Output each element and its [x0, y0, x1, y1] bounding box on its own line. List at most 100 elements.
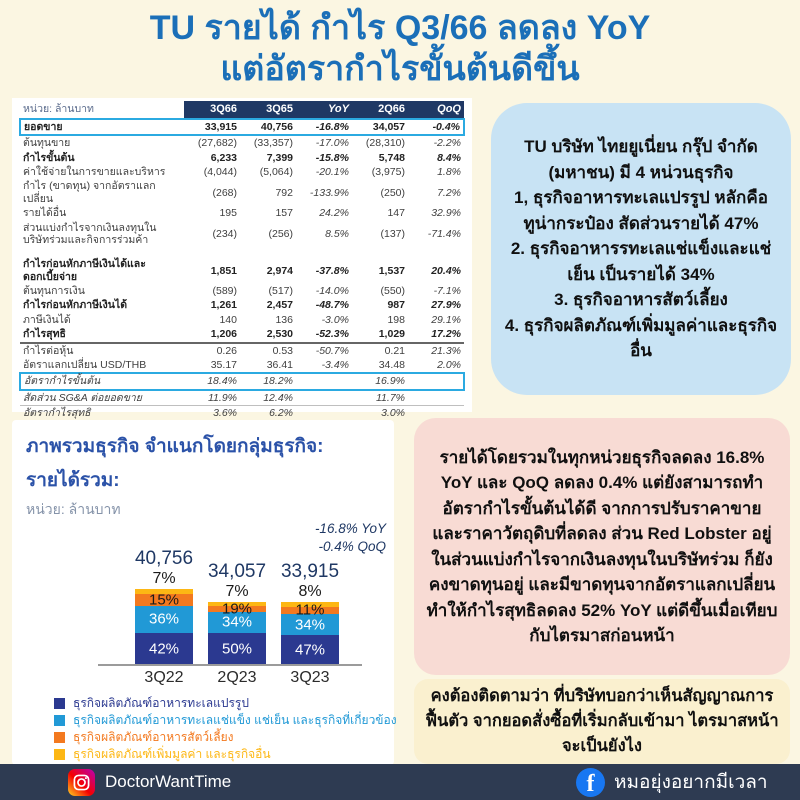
table-cell: 18.2%: [240, 372, 296, 391]
x-axis-tick-label: 2Q23: [217, 669, 257, 686]
table-cell: 6,233: [210, 151, 237, 164]
table-cell: 140: [219, 313, 237, 326]
table-cell: (137): [380, 227, 405, 240]
bar-segment: 47%: [281, 635, 339, 665]
table-cell: 792: [275, 186, 293, 199]
bar-group: 34,057 7% 19% 34% 50% 2Q23: [208, 561, 266, 690]
table-cell: 40,756: [240, 117, 296, 137]
table-cell: 157: [275, 207, 293, 220]
table-cell: -37.8%: [315, 264, 349, 277]
facebook-handle-group[interactable]: f หมอยุ่งอยากมีเวลา: [576, 767, 768, 797]
legend-label: ธุรกิจผลิตภัณฑ์เพิ่มมูลค่า และธุรกิจอื่น: [73, 747, 271, 761]
facebook-icon: f: [576, 767, 605, 797]
table-header-row: หน่วย: ล้านบาท 3Q66 3Q65 YoY 2Q66 QoQ: [20, 101, 464, 119]
table-cell: 1,029: [352, 327, 408, 344]
table-cell: -20.1%: [315, 166, 349, 179]
bar-group: 40,756 7% 15% 36% 42% 3Q22: [135, 548, 193, 689]
table-cell: (5,064): [259, 166, 293, 179]
legend-label: ธุรกิจผลิตภัณฑ์อาหารทะเลแปรรูป: [73, 696, 249, 710]
table-cell: 1.8%: [437, 166, 461, 179]
revenue-commentary-box: รายได้โดยรวมในทุกหน่วยธุรกิจลดลง 16.8% Y…: [414, 418, 790, 675]
chart-legend: ธุรกิจผลิตภัณฑ์อาหารทะเลแปรรูปธุรกิจผลิต…: [54, 696, 397, 764]
table-cell: 0.21: [384, 344, 405, 357]
legend-label: ธุรกิจผลิตภัณฑ์อาหารทะเลแช่แข็ง แช่เย็น …: [73, 713, 397, 727]
bar-top-segment-label: 8%: [298, 582, 322, 600]
bar-total-label: 40,756: [134, 548, 194, 569]
table-row: ส่วนแบ่งกำไรจากเงินลงทุนในบริษัทร่วมและก…: [20, 221, 464, 248]
table-cell: (27,682): [197, 137, 237, 150]
x-axis-tick-label: 3Q22: [144, 669, 184, 686]
table-row: ต้นทุนการเงิน (589) (517) -14.0% (550) -7.1%: [20, 284, 464, 298]
bar-segment-label: 34%: [294, 616, 326, 634]
table-cell: 2,530: [240, 327, 296, 344]
table-cell: [408, 389, 464, 407]
table-row-label: อัตรากำไรสุทธิ: [23, 407, 91, 420]
bar-segment-label: 42%: [148, 640, 180, 658]
chart-note-yoy: -16.8% YoY: [314, 521, 386, 536]
table-row-label: สัดส่วน SG&A ต่อยอดขาย: [20, 389, 184, 407]
table-cell: -0.4%: [408, 117, 465, 137]
table-cell: 21.3%: [431, 344, 461, 357]
table-cell: 12.4%: [240, 389, 296, 407]
instagram-handle-group[interactable]: DoctorWantTime: [68, 768, 232, 796]
table-cell: -2.2%: [433, 137, 461, 150]
table-cell: -14.0%: [315, 285, 349, 298]
bar-segment: [281, 601, 339, 607]
business-units-info-box: TU บริษัท ไทยยูเนี่ยน กรุ๊ป จำกัด (มหาชน…: [491, 103, 791, 395]
table-row-label: กำไรก่อนหักภาษีเงินได้: [23, 299, 128, 312]
table-cell: (33,357): [253, 137, 293, 150]
info-box-line: 4. ธุรกิจผลิตภัณฑ์เพิ่มมูลค่าและธุรกิจอื…: [504, 315, 778, 361]
page-title: TU รายได้ กำไร Q3/66 ลดลง YoY แต่อัตรากำ…: [0, 0, 800, 90]
table-cell: -3.4%: [296, 357, 352, 374]
info-box-line: TU บริษัท ไทยยูเนี่ยน กรุ๊ป จำกัด (มหาชน…: [524, 137, 758, 182]
table-cell: -17.0%: [315, 137, 349, 150]
table-cell: 34.48: [352, 357, 408, 374]
legend-item: ธุรกิจผลิตภัณฑ์อาหารสัตว์เลี้ยง: [54, 730, 397, 744]
table-row: ต้นทุนขาย (27,682) (33,357) -17.0% (28,310) -…: [20, 135, 464, 150]
table-unit-label: หน่วย: ล้านบาท: [23, 103, 94, 116]
bar-segment: 11%: [281, 602, 339, 619]
table-cell: 32.9%: [431, 207, 461, 220]
financial-table: หน่วย: ล้านบาท 3Q66 3Q65 YoY 2Q66 QoQ ยอดขาย…: [19, 101, 465, 420]
table-spacer-row: [20, 247, 464, 257]
table-cell: 987: [387, 299, 405, 312]
table-row-label: ส่วนแบ่งกำไรจากเงินลงทุนในบริษัทร่วมและก…: [23, 221, 157, 246]
table-cell: (250): [380, 186, 405, 199]
bar-segment: [135, 589, 193, 595]
table-cell: [408, 372, 465, 391]
table-cell: 2.0%: [408, 357, 464, 374]
table-cell: (256): [268, 227, 293, 240]
bar-segment: 42%: [135, 633, 193, 665]
table-cell: 8.5%: [325, 227, 349, 240]
instagram-handle: DoctorWantTime: [105, 772, 232, 791]
x-axis-tick-label: 3Q23: [290, 669, 330, 686]
table-cell: 1,537: [378, 264, 405, 277]
table-row: สัดส่วน SG&A ต่อยอดขาย 11.9% 12.4% 11.7%: [20, 389, 464, 407]
chart-title: ภาพรวมธุรกิจ จำแนกโดยกลุ่มธุรกิจ:: [26, 436, 324, 457]
table-cell: 17.2%: [408, 327, 464, 344]
legend-item: ธุรกิจผลิตภัณฑ์เพิ่มมูลค่า และธุรกิจอื่น: [54, 747, 397, 761]
table-cell: 20.4%: [431, 264, 461, 277]
x-axis-line: [98, 664, 362, 666]
legend-label: ธุรกิจผลิตภัณฑ์อาหารสัตว์เลี้ยง: [73, 730, 234, 744]
table-cell: 27.9%: [431, 299, 461, 312]
table-cell: 18.4%: [184, 372, 240, 391]
table-cell: 198: [387, 313, 405, 326]
table-cell: (234): [212, 227, 237, 240]
table-row-label: กำไรสุทธิ: [20, 327, 184, 344]
chart-panel: ภาพรวมธุรกิจ จำแนกโดยกลุ่มธุรกิจ: รายได้…: [12, 420, 397, 765]
facebook-handle: หมอยุ่งอยากมีเวลา: [614, 772, 768, 793]
bar-segment: 36%: [135, 605, 193, 634]
table-column-header: YoY: [296, 101, 352, 119]
legend-swatch: [54, 731, 65, 743]
table-cell: 0.53: [272, 344, 293, 357]
bar-segment: 34%: [281, 613, 339, 636]
table-row-label: กำไรต่อหุ้น: [23, 344, 74, 357]
table-cell: 11.7%: [352, 389, 408, 407]
table-row: ยอดขาย 33,915 40,756 -16.8% 34,057 -0.4%: [19, 117, 465, 137]
table-row: อัตรากำไรสุทธิ 3.6% 6.2% 3.0%: [20, 406, 464, 421]
table-row: กำไรสุทธิ 1,206 2,530 -52.3% 1,029 17.2%: [20, 327, 464, 344]
table-cell: 7.2%: [437, 186, 461, 199]
outlook-commentary-box: คงต้องติดตามว่า ที่บริษัทบอกว่าเห็นสัญญา…: [414, 679, 790, 764]
revenue-commentary-text: รายได้โดยรวมในทุกหน่วยธุรกิจลดลง 16.8% Y…: [426, 447, 778, 646]
